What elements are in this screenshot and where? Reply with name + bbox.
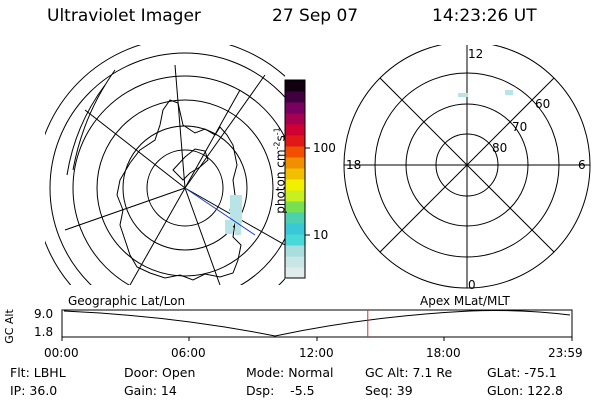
filter-status: Flt: LBHL (10, 365, 66, 380)
meridian-line (184, 89, 241, 189)
time-label: 14:23:26 UT (432, 6, 537, 26)
gain-status: Gain: 14 (124, 383, 177, 398)
colorbar-tick-100: 100 (313, 141, 336, 155)
mlt-6-label: 6 (578, 158, 586, 172)
time-tick-0: 00:00 (44, 346, 79, 360)
glon-status: GLon: 122.8 (487, 383, 563, 398)
time-tick-4: 23:59 (548, 346, 583, 360)
header-bar: Ultraviolet Imager 27 Sep 07 14:23:26 UT (0, 6, 600, 30)
meridian-line (184, 74, 266, 189)
colorbar-segment (285, 102, 305, 114)
mlat-80-label: 80 (492, 141, 508, 155)
track-line (184, 187, 256, 236)
colorbar-segment (285, 256, 305, 268)
antarctica-coastline (116, 99, 242, 281)
seq-status: Seq: 39 (365, 383, 413, 398)
colorbar-segment (285, 146, 305, 158)
colorbar-segment (285, 157, 305, 169)
apex-polar-plot (343, 45, 591, 289)
instrument-title: Ultraviolet Imager (47, 6, 201, 26)
time-tick-3: 18:00 (426, 346, 461, 360)
colorbar-segment (285, 267, 305, 279)
geographic-map (45, 45, 285, 285)
lat-circle (146, 149, 224, 227)
altitude-plot-frame (61, 309, 573, 338)
apex-plot-caption: Apex MLat/MLT (420, 294, 510, 308)
colorbar-segment (285, 223, 305, 235)
colorbar-segment (285, 124, 305, 136)
mlt-18-label: 18 (346, 158, 362, 172)
colorbar-segment (285, 190, 305, 202)
colorbar-segment (285, 91, 305, 103)
mlt-diagonal (379, 77, 555, 253)
meridian-line (174, 64, 186, 189)
mode-status: Mode: Normal (246, 365, 334, 380)
mlat-70-label: 70 (512, 120, 528, 134)
colorbar-segment (285, 234, 305, 246)
mlt-0-label: 0 (468, 278, 476, 292)
door-status: Door: Open (124, 365, 196, 380)
colorbar-segment (285, 168, 305, 180)
meridian-line (184, 187, 221, 285)
altitude-y-top: 9.0 (34, 307, 54, 321)
colorbar-segment (285, 135, 305, 147)
aurora-emission-apex (458, 90, 513, 97)
time-ticks (61, 337, 573, 341)
dsp-status: Dsp: -5.5 (246, 383, 315, 398)
colorbar-segment (285, 201, 305, 213)
glat-status: GLat: -75.1 (487, 365, 557, 380)
gc-alt-status: GC Alt: 7.1 Re (365, 365, 453, 380)
colorbar-segment (285, 212, 305, 224)
ip-status: IP: 36.0 (10, 383, 58, 398)
lat-circle (72, 75, 285, 285)
outer-arc (66, 84, 106, 176)
altitude-curve (63, 310, 571, 337)
ice-shelf (172, 148, 209, 181)
meridian-line (129, 187, 186, 285)
lat-circle (96, 99, 274, 277)
aurora-emission (225, 195, 242, 235)
mlt-12-label: 12 (468, 47, 484, 61)
meridian-line (84, 109, 186, 189)
colorbar-segment (285, 80, 305, 92)
colorbar: 100 10 photon cm-2s-1 (270, 78, 336, 288)
colorbar-segment (285, 113, 305, 125)
time-tick-2: 12:00 (299, 346, 334, 360)
time-tick-1: 06:00 (171, 346, 206, 360)
lat-circle (49, 52, 285, 285)
altitude-y-bottom: 1.8 (34, 325, 54, 339)
colorbar-tick-10: 10 (313, 228, 329, 242)
colorbar-segment (285, 179, 305, 191)
mlat-60-label: 60 (535, 97, 551, 111)
colorbar-segment (285, 245, 305, 257)
geo-map-caption: Geographic Lat/Lon (68, 294, 186, 308)
date-label: 27 Sep 07 (272, 6, 359, 26)
meridian-line (64, 187, 186, 231)
outer-arc (72, 69, 116, 171)
